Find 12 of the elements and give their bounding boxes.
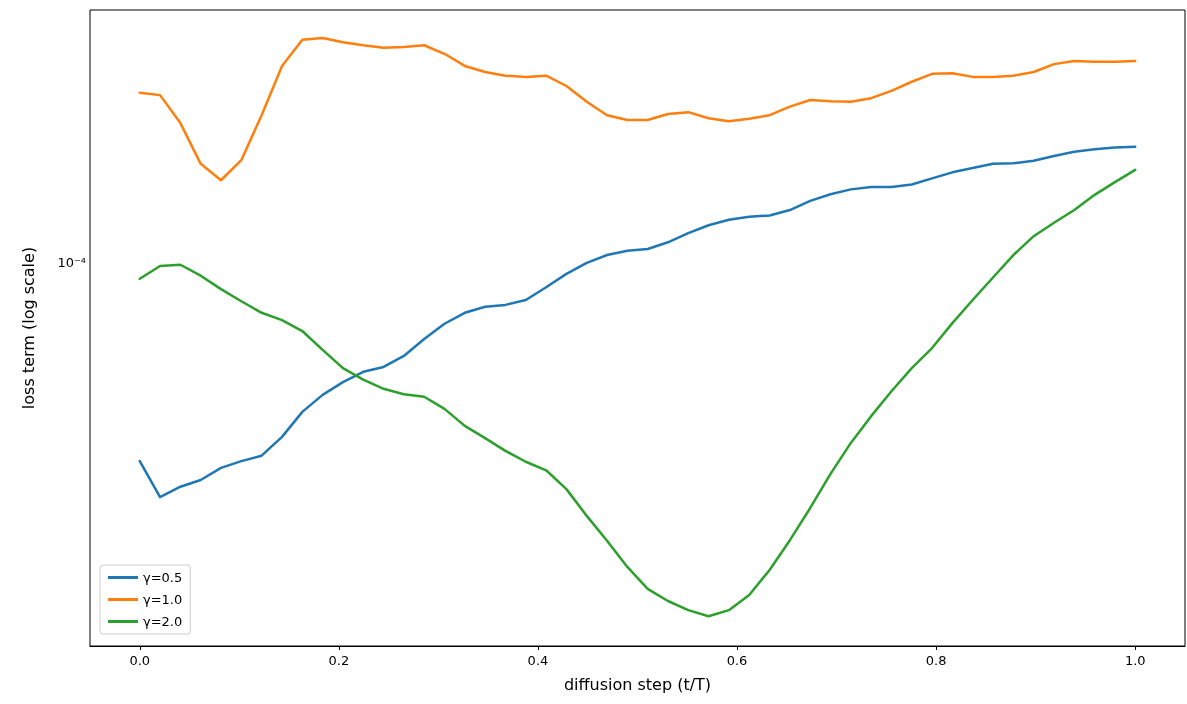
x-tick-label: 0.4 (527, 653, 549, 668)
legend-label: γ=1.0 (143, 592, 183, 607)
x-tick-label: 0.2 (328, 653, 350, 668)
x-tick-label: 0.8 (925, 653, 947, 668)
legend-label: γ=2.0 (143, 614, 183, 629)
x-axis-title: diffusion step (t/T) (563, 674, 712, 694)
legend-label: γ=0.5 (143, 570, 183, 585)
x-tick-label: 0.0 (129, 653, 151, 668)
text: 10⁻⁴ (57, 255, 87, 270)
x-tick-label: 0.6 (726, 653, 748, 668)
y-axis-title: loss term (log scale) (18, 246, 38, 410)
x-tick-label: 1.0 (1124, 653, 1146, 668)
